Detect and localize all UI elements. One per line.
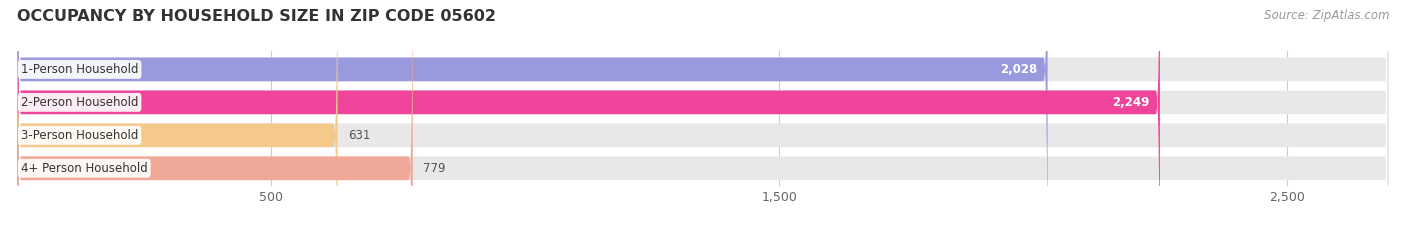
Text: 1-Person Household: 1-Person Household <box>21 63 138 76</box>
Text: 3-Person Household: 3-Person Household <box>21 129 138 142</box>
Text: 2-Person Household: 2-Person Household <box>21 96 138 109</box>
FancyBboxPatch shape <box>17 0 1047 233</box>
Text: 4+ Person Household: 4+ Person Household <box>21 162 148 175</box>
Text: 2,028: 2,028 <box>1000 63 1038 76</box>
Text: Source: ZipAtlas.com: Source: ZipAtlas.com <box>1264 9 1389 22</box>
FancyBboxPatch shape <box>17 0 1389 233</box>
FancyBboxPatch shape <box>17 0 1389 233</box>
FancyBboxPatch shape <box>17 0 413 233</box>
FancyBboxPatch shape <box>17 0 337 233</box>
FancyBboxPatch shape <box>17 0 1389 233</box>
Text: 631: 631 <box>347 129 370 142</box>
Text: OCCUPANCY BY HOUSEHOLD SIZE IN ZIP CODE 05602: OCCUPANCY BY HOUSEHOLD SIZE IN ZIP CODE … <box>17 9 496 24</box>
FancyBboxPatch shape <box>17 0 1160 233</box>
Text: 779: 779 <box>423 162 446 175</box>
Text: 2,249: 2,249 <box>1112 96 1150 109</box>
FancyBboxPatch shape <box>17 0 1389 233</box>
